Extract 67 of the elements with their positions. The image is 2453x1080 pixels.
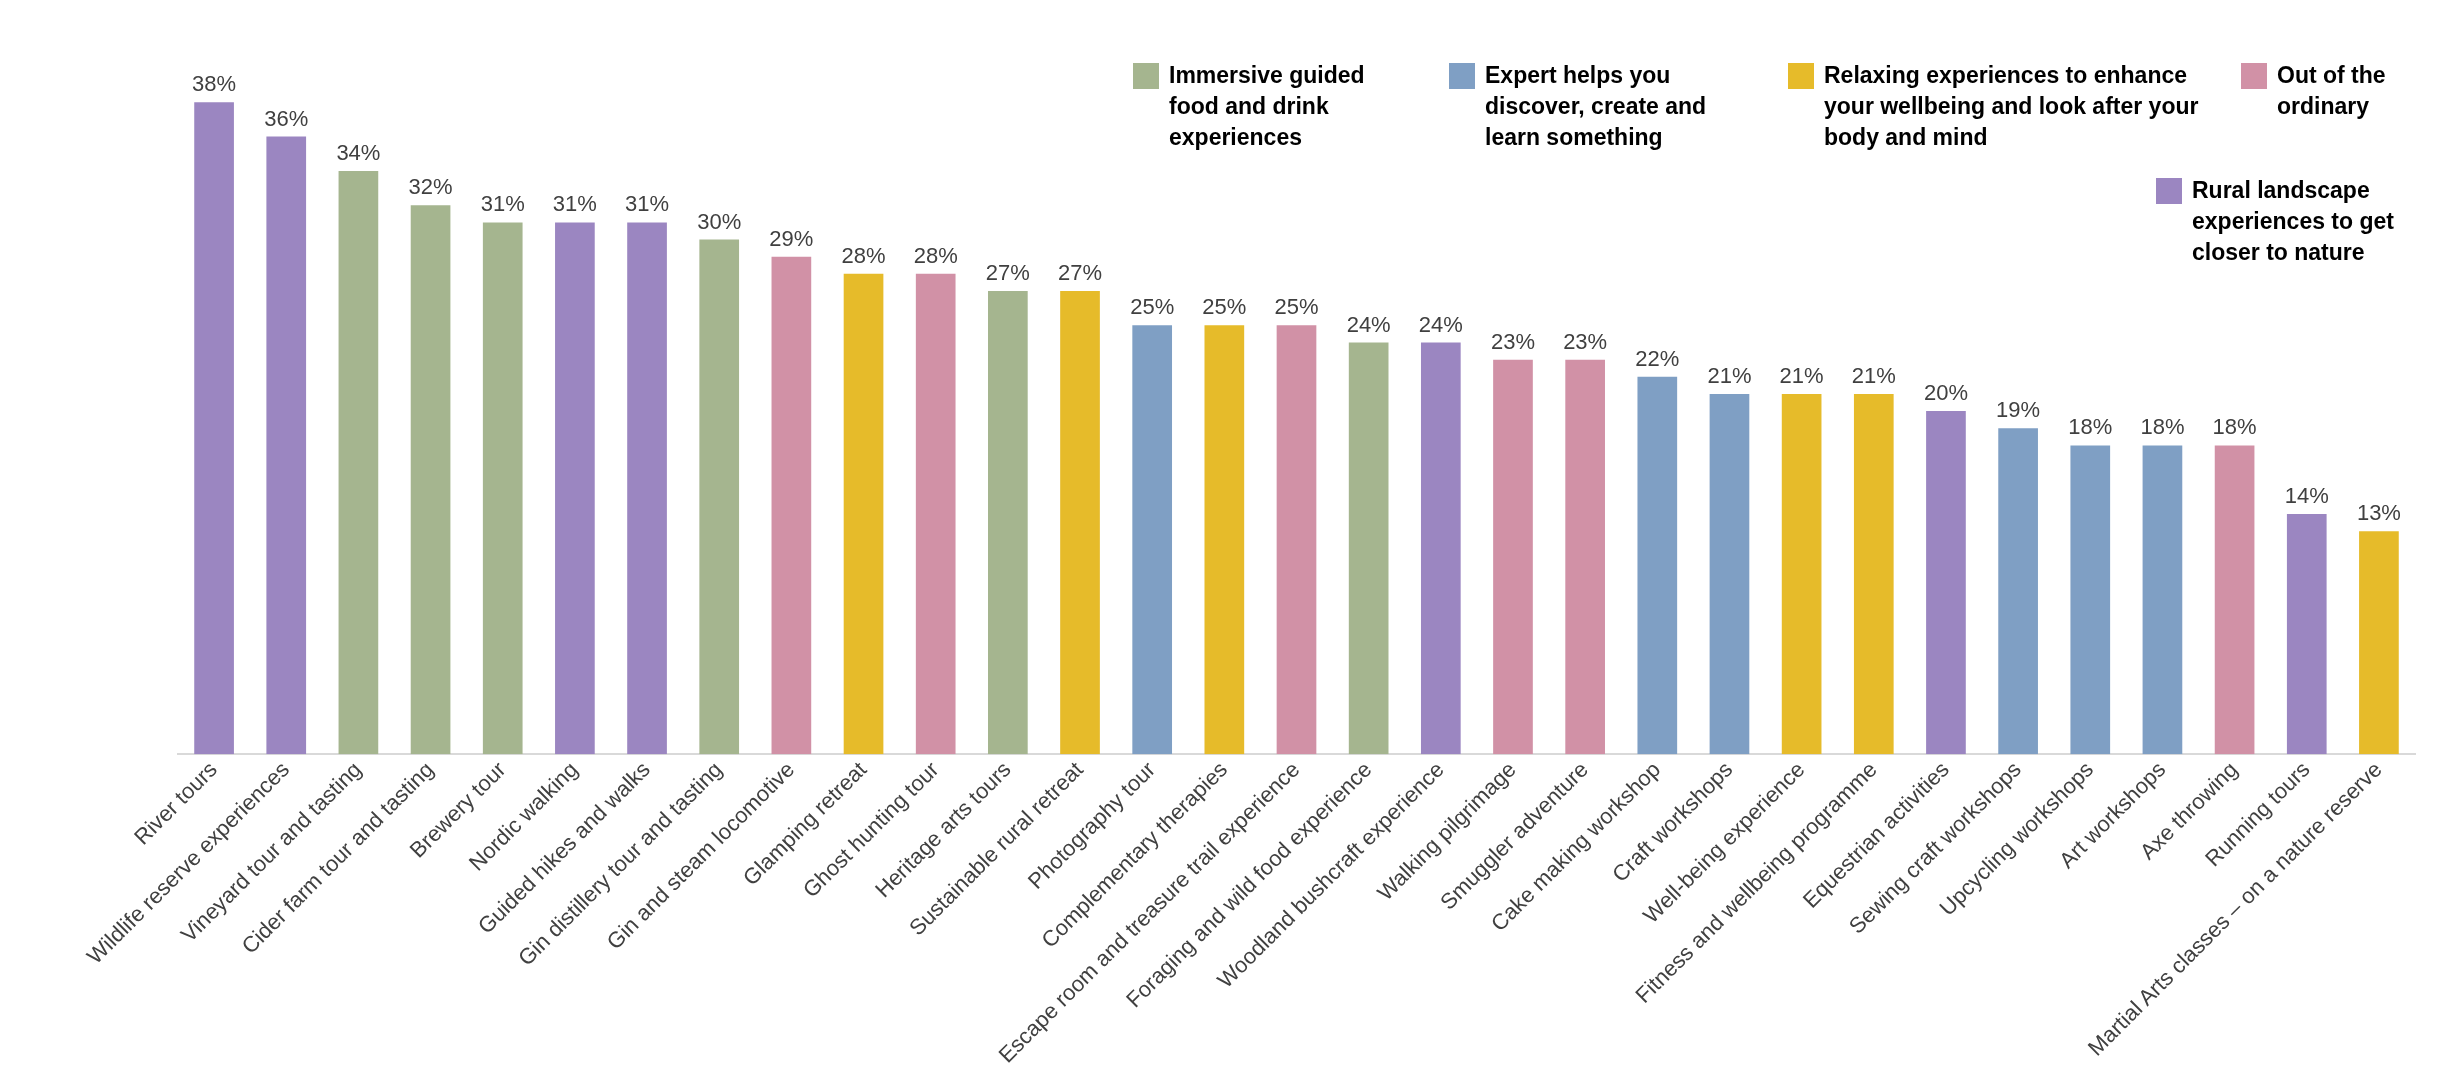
data-label: 24% (1346, 311, 1391, 337)
legend-label: Immersive guided food and drink experiences (1169, 61, 1366, 152)
data-label: 19% (1996, 397, 2041, 423)
data-label: 31% (480, 191, 525, 217)
data-label: 18% (2140, 414, 2185, 440)
data-label: 18% (2068, 414, 2113, 440)
bar (771, 256, 812, 755)
bar (2142, 445, 2183, 755)
bar (1565, 359, 1605, 755)
bar (2286, 514, 2327, 755)
data-label: 27% (985, 260, 1030, 286)
bar (843, 273, 884, 755)
bar (266, 136, 307, 755)
data-label: 34% (336, 139, 381, 165)
data-label: 22% (1635, 345, 1680, 371)
bar (2359, 531, 2399, 755)
bar (1348, 342, 1389, 755)
data-label: 18% (2212, 414, 2257, 440)
bar (1060, 291, 1100, 755)
bar (1132, 325, 1173, 755)
legend-label: Rural landscape experiences to get closer to nature (2192, 176, 2395, 267)
data-label: 24% (1418, 311, 1463, 337)
data-label: 27% (1057, 260, 1103, 286)
data-label: 23% (1490, 328, 1536, 354)
bar (1493, 359, 1533, 755)
bar (699, 239, 740, 755)
bar (1926, 411, 1966, 755)
data-label: 25% (1274, 294, 1319, 320)
bar (988, 291, 1028, 755)
bar (2214, 445, 2255, 755)
legend-label: Relaxing experiences to enhance your wellbeing and look after your body and mind (1824, 61, 2200, 152)
bar (1709, 393, 1750, 755)
data-label: 28% (913, 242, 958, 268)
data-label: 31% (625, 191, 670, 217)
data-label: 21% (1851, 363, 1896, 389)
bar (627, 222, 667, 755)
bar (1420, 342, 1461, 755)
bar (1276, 325, 1317, 755)
data-label: 31% (552, 191, 597, 217)
data-label: 23% (1563, 328, 1608, 354)
data-label: 32% (408, 174, 453, 200)
data-label: 21% (1707, 363, 1752, 389)
bar (194, 102, 234, 755)
bar (1998, 428, 2038, 755)
legend-label: Out of the ordinary (2277, 61, 2387, 121)
data-label: 36% (264, 105, 309, 131)
bar (482, 222, 523, 755)
data-label: 25% (1202, 294, 1247, 320)
data-label: 25% (1130, 294, 1175, 320)
data-label: 30% (697, 208, 742, 234)
data-label: 29% (769, 225, 814, 251)
bar (1853, 393, 1894, 755)
data-label: 14% (2284, 483, 2329, 509)
data-label: 20% (1923, 380, 1968, 406)
data-label: 21% (1779, 363, 1824, 389)
bar (2070, 445, 2111, 755)
bar (410, 205, 451, 755)
data-label: 28% (841, 242, 886, 268)
bar (915, 273, 956, 755)
bar (1204, 325, 1245, 755)
bar (338, 170, 379, 755)
legend-label: Expert helps you discover, create and learn something (1485, 61, 1708, 152)
bar (1637, 376, 1678, 755)
bar (1781, 393, 1822, 755)
bar (555, 222, 595, 755)
data-label: 13% (2356, 500, 2401, 526)
data-label: 38% (192, 71, 237, 97)
